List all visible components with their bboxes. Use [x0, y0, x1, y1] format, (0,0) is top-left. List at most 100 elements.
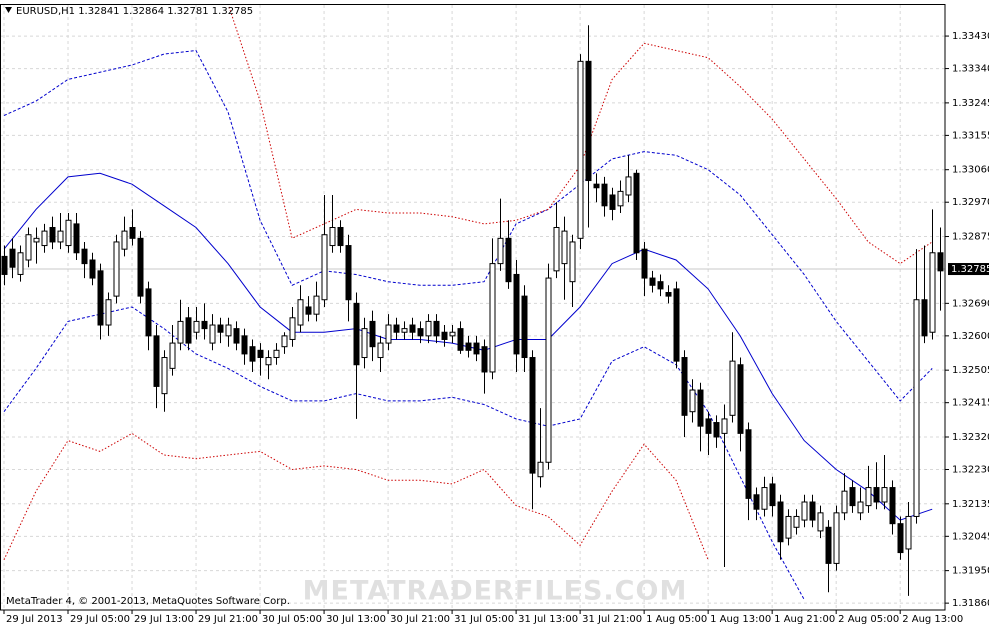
- candle-body: [489, 263, 496, 373]
- candle-body: [393, 324, 400, 333]
- candle-body: [689, 389, 696, 413]
- candle-body: [713, 422, 720, 438]
- candle-body: [777, 501, 784, 543]
- candle-body: [697, 389, 704, 427]
- candle-body: [217, 324, 224, 333]
- y-tick-label: 1.33430: [952, 31, 989, 42]
- candle-body: [521, 295, 528, 359]
- candle-body: [49, 226, 56, 243]
- candle-body: [529, 357, 536, 474]
- candle-body: [225, 324, 232, 337]
- candle-body: [97, 270, 104, 326]
- candle-body: [905, 515, 912, 550]
- x-tick-label: 29 Jul 2013: [6, 614, 63, 625]
- x-tick-label: 30 Jul 05:00: [262, 614, 322, 625]
- candle-body: [889, 487, 896, 525]
- candle-body: [209, 324, 216, 344]
- candle-body: [641, 248, 648, 279]
- candle-body: [569, 241, 576, 283]
- x-tick-label: 31 Jul 21:00: [582, 614, 642, 625]
- candle-body: [337, 226, 344, 247]
- candle-body: [273, 349, 280, 359]
- candle-body: [17, 252, 24, 275]
- chart-title: EURUSD,H1 1.32841 1.32864 1.32781 1.3278…: [16, 6, 253, 17]
- candle-body: [233, 328, 240, 344]
- y-tick-label: 1.31950: [952, 566, 989, 577]
- bands: [3, 5, 933, 600]
- candle-body: [937, 252, 944, 272]
- candle-body: [1, 255, 8, 275]
- y-tick-label: 1.32875: [952, 232, 989, 243]
- y-tick-label: 1.32135: [952, 499, 989, 510]
- candle-body: [633, 172, 640, 254]
- candle-body: [121, 230, 128, 250]
- axes: 1.33430 1.33340 1.33245 1.33155 1.33060 1.329…: [3, 31, 989, 625]
- candle-body: [553, 226, 560, 272]
- candle-body: [737, 364, 744, 434]
- candle-body: [153, 335, 160, 387]
- candle-body: [377, 342, 384, 359]
- candle-body: [921, 299, 928, 337]
- candle-body: [289, 317, 296, 340]
- candle-body: [769, 483, 776, 507]
- candle-body: [353, 302, 360, 366]
- candle-body: [417, 328, 424, 337]
- x-tick-label: 29 Jul 13:00: [134, 614, 194, 625]
- current-price-label: 1.32785: [951, 264, 989, 275]
- y-tick-label: 1.32230: [952, 464, 989, 475]
- candle-body: [705, 418, 712, 434]
- candle-body: [497, 237, 504, 265]
- candle-body: [145, 288, 152, 337]
- candle-body: [33, 237, 40, 243]
- candle-body: [313, 295, 320, 315]
- y-tick-label: 1.32045: [952, 531, 989, 542]
- candle-body: [169, 342, 176, 369]
- candle-body: [185, 317, 192, 344]
- candle-body: [761, 487, 768, 510]
- candle-body: [665, 292, 672, 297]
- candle-body: [241, 335, 248, 355]
- y-tick-label: 1.32690: [952, 298, 989, 309]
- candle-body: [913, 299, 920, 517]
- candle-body: [25, 234, 32, 261]
- y-tick-label: 1.32600: [952, 331, 989, 342]
- candle-body: [513, 273, 520, 355]
- candle-body: [409, 324, 416, 333]
- candle-body: [593, 183, 600, 189]
- candle-body: [577, 60, 584, 239]
- candle-body: [601, 183, 608, 207]
- candle-body: [385, 324, 392, 344]
- candle-body: [193, 320, 200, 333]
- candle-body: [825, 526, 832, 564]
- band-line: [3, 49, 933, 402]
- candle-body: [721, 418, 728, 434]
- x-tick-label: 29 Jul 05:00: [70, 614, 130, 625]
- candle-body: [249, 346, 256, 362]
- candle-body: [505, 237, 512, 283]
- candle-body: [425, 320, 432, 337]
- candle-body: [649, 277, 656, 286]
- candle-body: [41, 230, 48, 247]
- candle-body: [857, 501, 864, 514]
- candle-body: [657, 281, 664, 290]
- candle-body: [745, 429, 752, 499]
- candle-body: [265, 357, 272, 366]
- candle-body: [57, 230, 64, 243]
- candle-body: [201, 320, 208, 330]
- candle-body: [9, 248, 16, 268]
- y-tick-label: 1.33060: [952, 165, 989, 176]
- candle-body: [537, 461, 544, 478]
- y-tick-label: 1.31860: [952, 598, 989, 609]
- candle-body: [897, 523, 904, 554]
- x-tick-label: 2 Aug 13:00: [902, 614, 963, 625]
- candle-body: [129, 226, 136, 239]
- plot-frame: [0, 4, 946, 611]
- y-tick-label: 1.32970: [952, 197, 989, 208]
- candle-body: [81, 248, 88, 265]
- x-tick-label: 30 Jul 21:00: [390, 614, 450, 625]
- candle-body: [881, 487, 888, 503]
- candle-body: [457, 328, 464, 351]
- candle-body: [785, 515, 792, 539]
- y-tick-label: 1.32505: [952, 365, 989, 376]
- candle-body: [625, 176, 632, 196]
